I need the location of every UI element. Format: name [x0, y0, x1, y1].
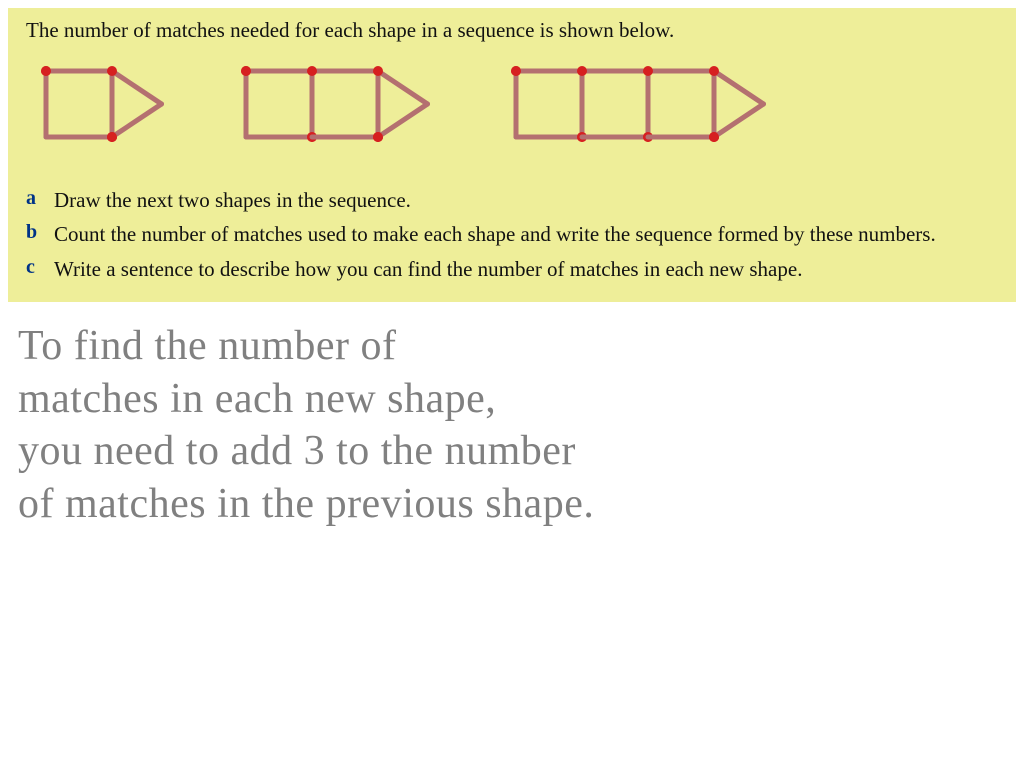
question-text: Write a sentence to describe how you can…	[54, 254, 802, 284]
question-row: bCount the number of matches used to mak…	[26, 219, 998, 249]
handwriting-line: you need to add 3 to the number	[18, 425, 1006, 478]
intro-text: The number of matches needed for each sh…	[26, 18, 998, 43]
question-label: b	[26, 219, 54, 244]
handwriting-lines: To find the number ofmatches in each new…	[18, 320, 1006, 530]
handwriting-line: of matches in the previous shape.	[18, 478, 1006, 531]
questions-list: aDraw the next two shapes in the sequenc…	[26, 185, 998, 284]
handwriting-line: To find the number of	[18, 320, 1006, 373]
question-row: cWrite a sentence to describe how you ca…	[26, 254, 998, 284]
question-text: Count the number of matches used to make…	[54, 219, 936, 249]
matchstick-diagram	[26, 57, 998, 167]
question-label: c	[26, 254, 54, 279]
handwritten-answer: To find the number ofmatches in each new…	[0, 310, 1024, 530]
question-text: Draw the next two shapes in the sequence…	[54, 185, 411, 215]
problem-box: The number of matches needed for each sh…	[8, 8, 1016, 302]
question-label: a	[26, 185, 54, 210]
question-row: aDraw the next two shapes in the sequenc…	[26, 185, 998, 215]
handwriting-line: matches in each new shape,	[18, 373, 1006, 426]
